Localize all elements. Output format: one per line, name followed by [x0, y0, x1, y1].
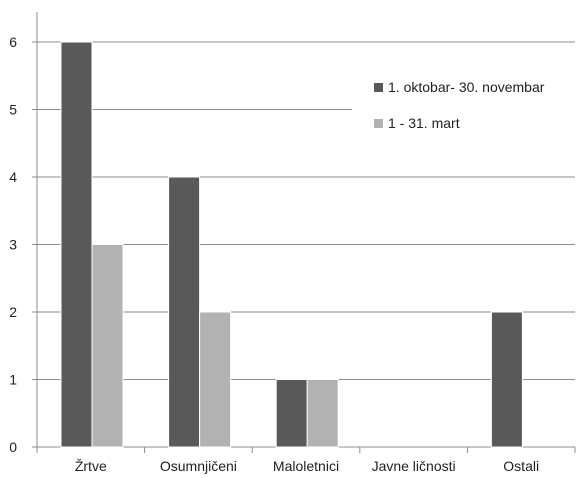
x-tick-label: Ostali — [503, 458, 539, 474]
x-tick-label: Maloletnici — [273, 458, 339, 474]
y-tick-label: 3 — [9, 237, 17, 253]
bar-series-1 — [199, 311, 232, 448]
legend-label: 1 - 31. mart — [388, 115, 460, 131]
gridlines — [37, 41, 575, 380]
y-tick-label: 2 — [9, 304, 17, 320]
y-tick-label: 0 — [9, 439, 17, 455]
y-tick-labels: 0 1 2 3 4 5 6 — [9, 34, 17, 455]
x-tick-label: Žrtve — [75, 458, 107, 474]
legend-swatch — [374, 83, 383, 92]
legend-label: 1. oktobar- 30. novembar — [388, 79, 545, 95]
bar-series-0 — [275, 379, 308, 448]
y-tick-label: 4 — [9, 169, 17, 185]
legend-background — [352, 70, 582, 142]
bars — [60, 41, 523, 448]
bar-series-1 — [91, 244, 124, 448]
x-tick-labels: Žrtve Osumnjičeni Maloletnici Javne ličnost… — [75, 458, 539, 474]
x-tick-label: Javne ličnosti — [372, 458, 456, 474]
legend: 1. oktobar- 30. novembar 1 - 31. mart — [352, 70, 582, 142]
y-tick-label: 6 — [9, 34, 17, 50]
legend-swatch — [374, 119, 383, 128]
bar-series-0 — [490, 311, 523, 448]
y-tick-label: 5 — [9, 102, 17, 118]
bar-series-1 — [306, 379, 339, 448]
x-tick-label: Osumnjičeni — [160, 458, 237, 474]
y-tick-label: 1 — [9, 372, 17, 388]
bar-series-0 — [168, 176, 201, 448]
bar-series-0 — [60, 41, 93, 448]
